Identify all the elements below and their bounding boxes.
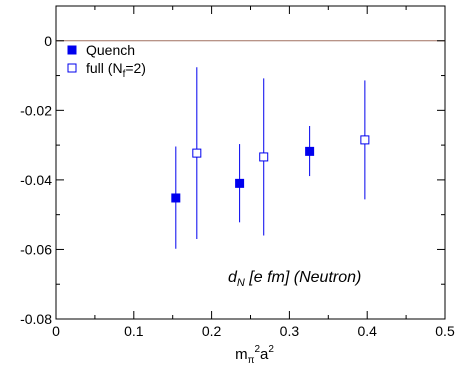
x-tick-label: 0	[52, 323, 60, 339]
y-tick-label: -0.06	[20, 241, 52, 257]
data-point-full	[360, 135, 370, 145]
x-axis-title: mπ2a2	[235, 344, 274, 366]
y-tick-label: -0.04	[20, 172, 52, 188]
x-axis: 0 0.1 0.2 0.3 0.4 0.5	[52, 6, 455, 339]
data-point-full	[192, 148, 202, 158]
data-point-quench	[305, 146, 315, 156]
x-tick-label: 0.2	[202, 323, 222, 339]
data-marks	[171, 67, 370, 249]
y-tick-label: 0	[44, 33, 52, 49]
legend-marker-full	[67, 63, 77, 73]
data-point-quench	[235, 178, 245, 188]
y-axis: 0 -0.02 -0.04 -0.06 -0.08	[20, 33, 445, 327]
legend-label: Quench	[86, 42, 135, 58]
legend: Quench full (Nf=2)	[67, 42, 146, 80]
legend-label: full (Nf=2)	[86, 60, 146, 80]
data-point-full	[259, 152, 269, 162]
x-tick-label: 0.3	[280, 323, 300, 339]
data-point-quench	[171, 193, 181, 203]
chart-annotation: dN [e fm] (Neutron)	[228, 269, 361, 289]
x-tick-label: 0.1	[124, 323, 144, 339]
x-tick-label: 0.5	[435, 323, 455, 339]
y-tick-label: -0.08	[20, 311, 52, 327]
legend-marker-quench	[67, 45, 77, 55]
y-tick-label: -0.02	[20, 102, 52, 118]
x-tick-label: 0.4	[357, 323, 377, 339]
